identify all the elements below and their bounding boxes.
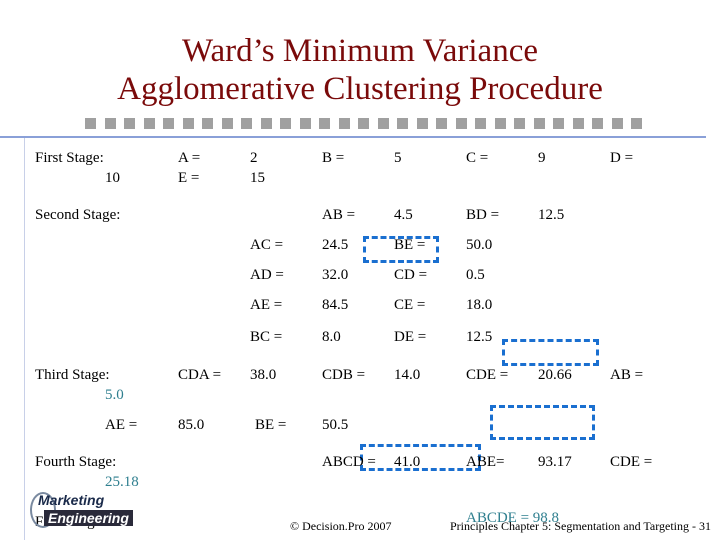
cell-text: CDE =: [610, 454, 653, 470]
highlight-box: [490, 405, 595, 440]
cell-text: BE =: [394, 237, 426, 253]
decor-square: [592, 118, 603, 129]
decor-square: [436, 118, 447, 129]
cell-text: DE =: [394, 329, 427, 345]
cell-text: First Stage:: [35, 150, 104, 166]
cell-text: CDB =: [322, 367, 366, 383]
cell-text: Third Stage:: [35, 367, 110, 383]
decor-square: [553, 118, 564, 129]
decor-square: [494, 118, 506, 129]
cell-text: 12.5: [538, 207, 565, 223]
decor-square: [631, 118, 642, 129]
cell-text: D =: [610, 150, 634, 166]
decor-square: [475, 118, 486, 129]
title-line: Ward’s Minimum Variance: [182, 33, 538, 69]
cell-text: C =: [466, 150, 489, 166]
cell-text: 12.5: [466, 329, 493, 345]
cell-text: 20.66: [538, 367, 572, 383]
cell-text: 24.5: [322, 237, 349, 253]
rule: [24, 138, 25, 540]
logo-text: Marketing: [38, 492, 105, 508]
decor-square: [202, 118, 213, 129]
decor-square: [338, 118, 350, 129]
cell-text: 8.0: [322, 329, 341, 345]
cell-text: 50.5: [322, 417, 349, 433]
decor-square: [397, 118, 408, 129]
cell-text: CD =: [394, 267, 428, 283]
decor-square: [85, 118, 96, 129]
decor-square: [514, 118, 525, 129]
cell-text: 4.5: [394, 207, 413, 223]
decor-square: [241, 118, 252, 129]
cell-text: AE =: [105, 417, 138, 433]
cell-text: AD =: [250, 267, 284, 283]
cell-text: 84.5: [322, 297, 349, 313]
decor-square: [455, 118, 467, 129]
decor-square: [416, 118, 428, 129]
title-line: Agglomerative Clustering Procedure: [117, 71, 603, 107]
cell-text: 50.0: [466, 237, 493, 253]
decor-square: [319, 118, 330, 129]
cell-text: AC =: [250, 237, 284, 253]
cell-text: ABE=: [466, 454, 505, 470]
cell-text: 41.0: [394, 454, 421, 470]
cell-text: 15: [250, 170, 265, 186]
decor-square: [221, 118, 233, 129]
cell-text: 5: [394, 150, 402, 166]
cell-text: 5.0: [105, 387, 124, 403]
highlight-box: [502, 339, 599, 366]
cell-text: 2: [250, 150, 258, 166]
cell-text: 18.0: [466, 297, 493, 313]
cell-text: 32.0: [322, 267, 349, 283]
decor-square: [377, 118, 389, 129]
decor-square: [260, 118, 272, 129]
cell-text: AB =: [322, 207, 356, 223]
cell-text: CDA =: [178, 367, 222, 383]
decor-square: [358, 118, 369, 129]
cell-text: Second Stage:: [35, 207, 121, 223]
cell-text: 25.18: [105, 474, 139, 490]
decor-square: [143, 118, 155, 129]
decor-square: [299, 118, 311, 129]
cell-text: A =: [178, 150, 201, 166]
cell-text: B =: [322, 150, 345, 166]
decor-square: [104, 118, 116, 129]
cell-text: E =: [178, 170, 200, 186]
decor-square: [533, 118, 545, 129]
cell-text: BD =: [466, 207, 500, 223]
logo: Marketing Engineering: [30, 490, 145, 530]
cell-text: Fourth Stage:: [35, 454, 117, 470]
cell-text: 10: [105, 170, 120, 186]
cell-text: CE =: [394, 297, 426, 313]
cell-text: BC =: [250, 329, 283, 345]
rule: [0, 136, 706, 138]
decor-square: [163, 118, 174, 129]
cell-text: AE =: [250, 297, 283, 313]
decor-square: [611, 118, 623, 129]
decor-square: [572, 118, 584, 129]
cell-text: ABCD =: [322, 454, 376, 470]
decor-square: [124, 118, 135, 129]
cell-text: CDE =: [466, 367, 509, 383]
decor-square: [182, 118, 194, 129]
cell-text: 0.5: [466, 267, 485, 283]
cell-text: 14.0: [394, 367, 421, 383]
cell-text: ABCDE = 98.8: [466, 510, 560, 526]
copyright: © Decision.Pro 2007: [290, 519, 392, 533]
decor-square: [280, 118, 291, 129]
cell-text: 38.0: [250, 367, 277, 383]
cell-text: BE =: [255, 417, 287, 433]
cell-text: 85.0: [178, 417, 205, 433]
highlight-box: [360, 444, 481, 471]
logo-text: Engineering: [44, 510, 133, 526]
cell-text: 9: [538, 150, 546, 166]
cell-text: 93.17: [538, 454, 572, 470]
highlight-box: [363, 236, 439, 263]
cell-text: AB =: [610, 367, 644, 383]
slide-footer: Principles Chapter 5: Segmentation and T…: [450, 519, 711, 533]
